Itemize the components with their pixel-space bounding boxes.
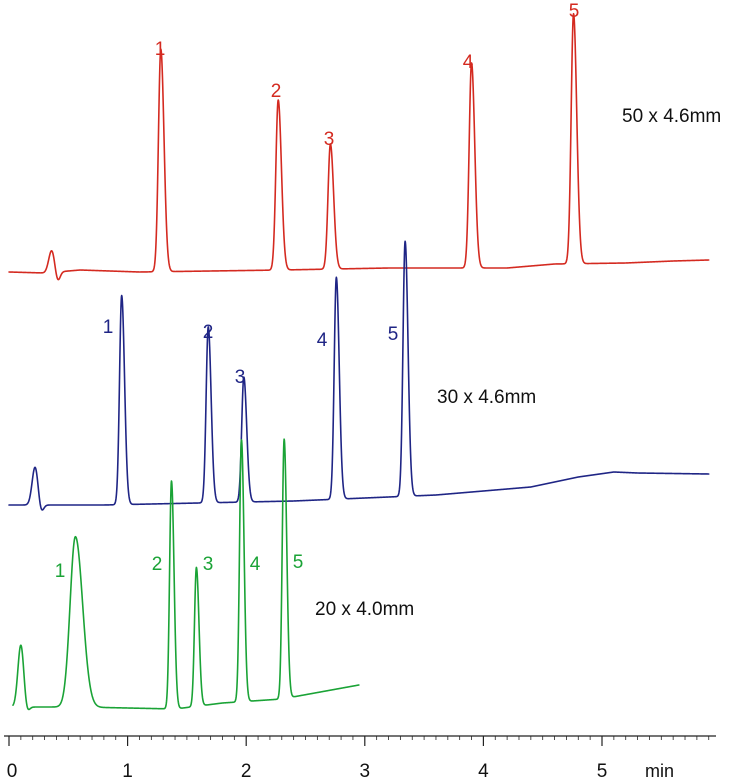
series-label: 30 x 4.6mm — [437, 387, 536, 408]
x-tick-label: 4 — [478, 761, 489, 779]
x-tick-label: 2 — [241, 761, 252, 779]
x-axis: 0 1 2 3 4 5 min — [4, 735, 716, 779]
x-tick-label: 0 — [7, 761, 18, 779]
traces-group — [8, 12, 710, 711]
trace-2 — [8, 240, 710, 511]
peak-label: 4 — [463, 52, 474, 73]
x-tick-label: 5 — [597, 761, 608, 779]
peak-label: 4 — [250, 554, 261, 575]
peak-label: 5 — [388, 324, 399, 345]
peak-label: 5 — [569, 1, 580, 22]
x-axis-unit-label: min — [645, 761, 674, 779]
x-axis-ticks: 0 1 2 3 4 5 — [7, 736, 710, 779]
labels-group: 1 2 3 4 5 50 x 4.6mm 1 2 3 4 5 30 x 4.6mm 1 2 3 4 5 20 x … — [55, 1, 722, 620]
trace-1 — [8, 12, 710, 281]
peak-label: 1 — [155, 39, 166, 60]
peak-label: 1 — [103, 317, 114, 338]
peak-label: 5 — [293, 552, 304, 573]
peak-label: 2 — [271, 81, 282, 102]
series-label: 20 x 4.0mm — [315, 599, 414, 620]
peak-label: 3 — [324, 129, 335, 150]
series-label: 50 x 4.6mm — [622, 106, 721, 127]
peak-label: 3 — [203, 554, 214, 575]
trace-3 — [12, 438, 360, 711]
x-tick-label: 1 — [122, 761, 133, 779]
peak-label: 4 — [317, 330, 328, 351]
peak-label: 3 — [235, 367, 246, 388]
x-tick-label: 3 — [360, 761, 371, 779]
peak-label: 2 — [152, 554, 163, 575]
peak-label: 1 — [55, 561, 66, 582]
peak-label: 2 — [203, 322, 214, 343]
